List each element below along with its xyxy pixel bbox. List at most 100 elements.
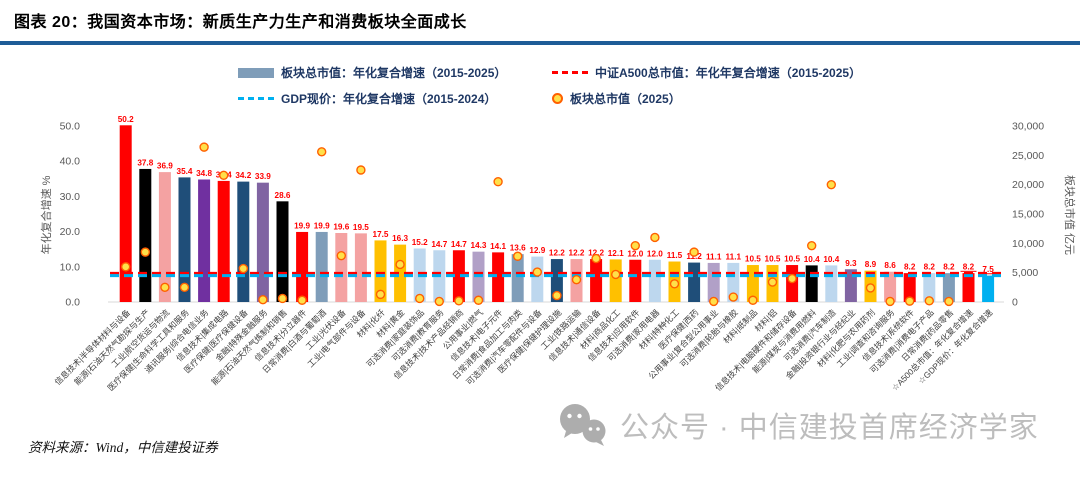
legend-label: 中证A500总市值：年化年复合增速（2015-2025） [595, 66, 862, 80]
bar-value-label: 34.8 [196, 169, 212, 178]
mktcap-dot [552, 290, 562, 301]
mktcap-dot [944, 296, 954, 307]
bar-value-label: 8.6 [884, 261, 896, 270]
bar [844, 269, 857, 302]
bar [648, 259, 661, 302]
mktcap-dot [885, 296, 895, 307]
bar-value-label: 14.7 [431, 240, 447, 249]
bar [884, 271, 897, 302]
bar [531, 256, 544, 302]
mktcap-dot [160, 282, 170, 293]
bar-value-label: 8.2 [904, 263, 916, 272]
bar [217, 180, 230, 302]
mktcap-dot [709, 296, 719, 307]
mktcap-dot [454, 296, 464, 306]
bar-value-label: 10.5 [745, 255, 761, 264]
mktcap-dot [317, 147, 327, 157]
bar-value-label: 11.1 [726, 252, 742, 261]
bar-value-label: 8.2 [963, 263, 975, 272]
right-axis-title: 板块总市值 亿元 [1063, 175, 1077, 255]
bar [256, 182, 269, 302]
bar-value-label: 10.5 [765, 255, 781, 264]
watermark: 公众号 · 中信建投首席经济学家 [556, 402, 1039, 448]
bar [139, 168, 152, 302]
left-axis-tick: 20.0 [60, 226, 81, 238]
bar [688, 262, 701, 302]
bar-value-label: 36.9 [157, 162, 173, 171]
legend-label: 板块总市值：年化复合增速（2015-2025） [281, 66, 507, 80]
bar [962, 273, 975, 302]
source-note: 资料来源：Wind，中信建投证券 [28, 440, 218, 455]
bar-value-label: 10.5 [784, 255, 800, 264]
bar-value-label: 12.0 [627, 249, 643, 258]
mktcap-dot [748, 295, 758, 305]
left-axis-tick: 40.0 [60, 156, 81, 168]
bar-value-label: 19.9 [294, 221, 310, 230]
title-underline [0, 41, 1080, 45]
mktcap-dot [238, 263, 249, 274]
bar-value-label: 8.2 [924, 263, 936, 272]
bar [119, 125, 132, 303]
bar-value-label: 35.4 [177, 167, 193, 176]
bar-value-label: 9.3 [845, 259, 857, 268]
legend-item-mktcap-dot: 板块总市值（2025） [552, 90, 681, 107]
mktcap-dot [434, 296, 444, 307]
mktcap-dot [905, 296, 915, 306]
bar-value-label: 37.8 [137, 158, 153, 167]
mktcap-dot [277, 293, 288, 304]
left-axis-title: 年化复合增速 % [39, 175, 53, 254]
bar [903, 273, 916, 302]
bar-value-label: 8.2 [943, 263, 955, 272]
mktcap-dot [415, 293, 425, 304]
bar-value-label: 14.1 [490, 242, 506, 251]
mktcap-dot [375, 289, 386, 300]
mktcap-dot [120, 262, 131, 272]
legend-label: 板块总市值（2025） [570, 92, 681, 106]
bar [178, 177, 191, 302]
mktcap-dot [336, 250, 346, 261]
wechat-icon [560, 404, 606, 446]
right-axis-tick: 30,000 [1012, 121, 1044, 133]
bar-value-label: 28.6 [275, 191, 291, 200]
bar-value-label: 7.5 [982, 265, 994, 274]
mktcap-dot [807, 240, 817, 251]
mktcap-dot [179, 282, 190, 293]
bar [296, 231, 309, 302]
orange-dot-icon [552, 93, 563, 104]
bar [237, 181, 250, 302]
left-axis-tick: 0.0 [65, 297, 80, 309]
bar [707, 262, 720, 302]
mktcap-dot [140, 247, 151, 257]
mktcap-dot [258, 294, 268, 305]
bar-value-label: 16.3 [392, 234, 408, 243]
bar-value-label: 19.6 [333, 223, 349, 232]
right-axis-tick: 20,000 [1012, 179, 1044, 191]
bar [805, 265, 818, 302]
bar-value-label: 19.5 [353, 223, 369, 232]
legend-item-gdp-line: GDP现价：年化复合增速（2015-2024） [238, 90, 496, 107]
right-axis-tick: 15,000 [1012, 209, 1044, 221]
mktcap-dot [924, 296, 934, 306]
right-axis-tick: 10,000 [1012, 238, 1044, 250]
mktcap-dot [826, 179, 836, 190]
left-axis-tick: 30.0 [60, 191, 81, 203]
bar [394, 244, 407, 302]
mktcap-dot [532, 267, 542, 277]
bar [335, 233, 348, 302]
bar-value-label: 33.9 [255, 172, 271, 181]
bar-value-label: 12.0 [647, 249, 663, 258]
right-axis-tick: 25,000 [1012, 150, 1044, 162]
mktcap-dot [591, 253, 601, 264]
bar-value-label: 11.1 [706, 252, 722, 261]
legend-label: GDP现价：年化复合增速（2015-2024） [281, 92, 497, 106]
mktcap-dot [611, 269, 621, 280]
mktcap-dot [689, 247, 699, 257]
bar [315, 231, 328, 302]
bar-value-label: 17.5 [373, 230, 389, 239]
bar-swatch-icon [238, 67, 274, 78]
left-axis-tick: 50.0 [60, 121, 81, 133]
mktcap-dot [473, 295, 484, 305]
bar [825, 265, 838, 302]
bar-value-label: 10.4 [804, 255, 820, 264]
